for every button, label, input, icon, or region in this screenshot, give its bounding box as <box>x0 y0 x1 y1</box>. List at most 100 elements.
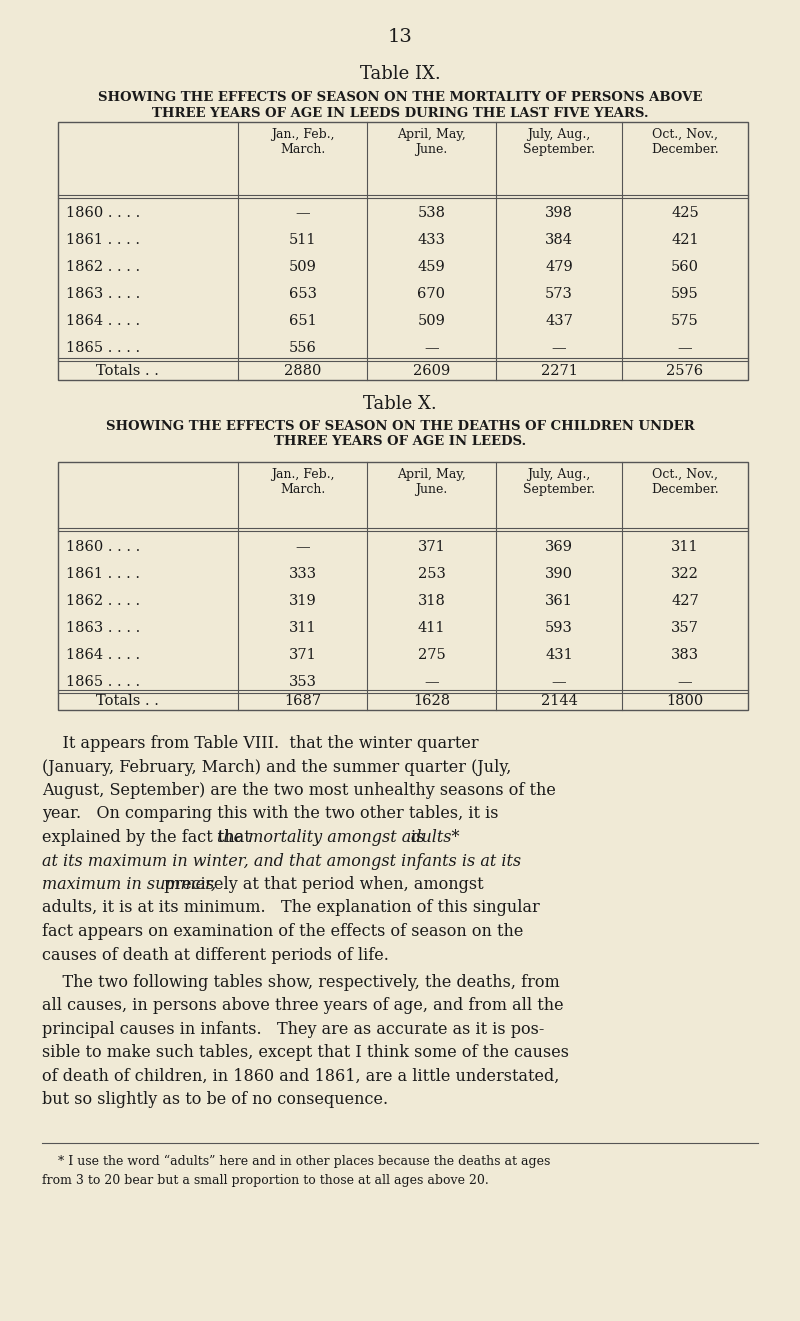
Text: Jan., Feb.,
March.: Jan., Feb., March. <box>270 468 334 495</box>
Text: 560: 560 <box>671 260 699 273</box>
Text: (January, February, March) and the summer quarter (July,: (January, February, March) and the summe… <box>42 758 511 775</box>
Text: 333: 333 <box>289 567 317 581</box>
Text: Table X.: Table X. <box>363 395 437 413</box>
Text: at its maximum in winter, and that amongst infants is at its: at its maximum in winter, and that among… <box>42 852 521 869</box>
Text: 1865 . . . .: 1865 . . . . <box>66 675 140 690</box>
Text: —: — <box>552 341 566 355</box>
Text: —: — <box>678 341 692 355</box>
Text: 556: 556 <box>289 341 317 355</box>
Text: April, May,
June.: April, May, June. <box>397 468 466 495</box>
Bar <box>58 462 748 709</box>
Text: causes of death at different periods of life.: causes of death at different periods of … <box>42 947 389 963</box>
Text: maximum in summer,: maximum in summer, <box>42 876 216 893</box>
Text: 459: 459 <box>418 260 446 273</box>
Text: 2271: 2271 <box>541 365 578 378</box>
Text: explained by the fact that: explained by the fact that <box>42 830 256 845</box>
Text: 361: 361 <box>545 594 573 608</box>
Text: 595: 595 <box>671 287 699 301</box>
Text: 593: 593 <box>545 621 573 635</box>
Text: 383: 383 <box>671 649 699 662</box>
Text: 411: 411 <box>418 621 446 635</box>
Text: Totals . .: Totals . . <box>96 694 159 708</box>
Text: Oct., Nov.,
December.: Oct., Nov., December. <box>651 128 719 156</box>
Text: fact appears on examination of the effects of season on the: fact appears on examination of the effec… <box>42 923 523 941</box>
Text: August, September) are the two most unhealthy seasons of the: August, September) are the two most unhe… <box>42 782 556 799</box>
Text: is: is <box>406 830 424 845</box>
Text: 13: 13 <box>387 28 413 46</box>
Text: 1863 . . . .: 1863 . . . . <box>66 621 140 635</box>
Text: 2609: 2609 <box>413 365 450 378</box>
Text: 437: 437 <box>545 314 573 328</box>
Text: 653: 653 <box>289 287 317 301</box>
Text: 573: 573 <box>545 287 573 301</box>
Text: 1862 . . . .: 1862 . . . . <box>66 594 140 608</box>
Text: —: — <box>295 540 310 553</box>
Text: July, Aug.,
September.: July, Aug., September. <box>523 468 595 495</box>
Text: 253: 253 <box>418 567 446 581</box>
Text: SHOWING THE EFFECTS OF SEASON ON THE DEATHS OF CHILDREN UNDER: SHOWING THE EFFECTS OF SEASON ON THE DEA… <box>106 420 694 433</box>
Text: THREE YEARS OF AGE IN LEEDS.: THREE YEARS OF AGE IN LEEDS. <box>274 435 526 448</box>
Text: 1864 . . . .: 1864 . . . . <box>66 314 140 328</box>
Text: 431: 431 <box>545 649 573 662</box>
Text: 357: 357 <box>671 621 699 635</box>
Text: 384: 384 <box>545 232 573 247</box>
Text: —: — <box>678 675 692 690</box>
Text: —: — <box>424 675 439 690</box>
Text: 318: 318 <box>418 594 446 608</box>
Text: Totals . .: Totals . . <box>96 365 159 378</box>
Text: 511: 511 <box>289 232 316 247</box>
Text: 651: 651 <box>289 314 316 328</box>
Text: 1628: 1628 <box>413 694 450 708</box>
Text: 353: 353 <box>289 675 317 690</box>
Text: Jan., Feb.,
March.: Jan., Feb., March. <box>270 128 334 156</box>
Text: 1865 . . . .: 1865 . . . . <box>66 341 140 355</box>
Text: 1861 . . . .: 1861 . . . . <box>66 232 140 247</box>
Text: 2880: 2880 <box>284 365 321 378</box>
Text: 509: 509 <box>418 314 446 328</box>
Text: but so slightly as to be of no consequence.: but so slightly as to be of no consequen… <box>42 1091 388 1108</box>
Text: 670: 670 <box>418 287 446 301</box>
Text: 421: 421 <box>671 232 699 247</box>
Text: 322: 322 <box>671 567 699 581</box>
Text: 479: 479 <box>545 260 573 273</box>
Text: 398: 398 <box>545 206 573 221</box>
Text: SHOWING THE EFFECTS OF SEASON ON THE MORTALITY OF PERSONS ABOVE: SHOWING THE EFFECTS OF SEASON ON THE MOR… <box>98 91 702 104</box>
Text: 311: 311 <box>671 540 699 553</box>
Text: 319: 319 <box>289 594 316 608</box>
Text: * I use the word “adults” here and in other places because the deaths at ages: * I use the word “adults” here and in ot… <box>42 1155 550 1168</box>
Text: 1862 . . . .: 1862 . . . . <box>66 260 140 273</box>
Text: —: — <box>424 341 439 355</box>
Text: 1861 . . . .: 1861 . . . . <box>66 567 140 581</box>
Text: 1860 . . . .: 1860 . . . . <box>66 540 140 553</box>
Text: 311: 311 <box>289 621 316 635</box>
Text: 1800: 1800 <box>666 694 704 708</box>
Text: 1863 . . . .: 1863 . . . . <box>66 287 140 301</box>
Text: April, May,
June.: April, May, June. <box>397 128 466 156</box>
Text: 371: 371 <box>418 540 446 553</box>
Text: Oct., Nov.,
December.: Oct., Nov., December. <box>651 468 719 495</box>
Text: 509: 509 <box>289 260 317 273</box>
Text: 425: 425 <box>671 206 699 221</box>
Text: 538: 538 <box>418 206 446 221</box>
Text: adults, it is at its minimum.   The explanation of this singular: adults, it is at its minimum. The explan… <box>42 900 540 917</box>
Text: Table IX.: Table IX. <box>360 65 440 83</box>
Text: principal causes in infants.   They are as accurate as it is pos-: principal causes in infants. They are as… <box>42 1021 544 1037</box>
Bar <box>58 122 748 380</box>
Text: 390: 390 <box>545 567 573 581</box>
Text: of death of children, in 1860 and 1861, are a little understated,: of death of children, in 1860 and 1861, … <box>42 1067 559 1085</box>
Text: sible to make such tables, except that I think some of the causes: sible to make such tables, except that I… <box>42 1044 569 1061</box>
Text: It appears from Table VIII.  that the winter quarter: It appears from Table VIII. that the win… <box>42 734 478 752</box>
Text: 1860 . . . .: 1860 . . . . <box>66 206 140 221</box>
Text: 2576: 2576 <box>666 365 703 378</box>
Text: The two following tables show, respectively, the deaths, from: The two following tables show, respectiv… <box>42 974 560 991</box>
Text: from 3 to 20 bear but a small proportion to those at all ages above 20.: from 3 to 20 bear but a small proportion… <box>42 1174 489 1188</box>
Text: precisely at that period when, amongst: precisely at that period when, amongst <box>159 876 483 893</box>
Text: 433: 433 <box>418 232 446 247</box>
Text: 427: 427 <box>671 594 699 608</box>
Text: the mortality amongst adults*: the mortality amongst adults* <box>218 830 460 845</box>
Text: 1687: 1687 <box>284 694 321 708</box>
Text: 2144: 2144 <box>541 694 578 708</box>
Text: —: — <box>552 675 566 690</box>
Text: 275: 275 <box>418 649 446 662</box>
Text: 1864 . . . .: 1864 . . . . <box>66 649 140 662</box>
